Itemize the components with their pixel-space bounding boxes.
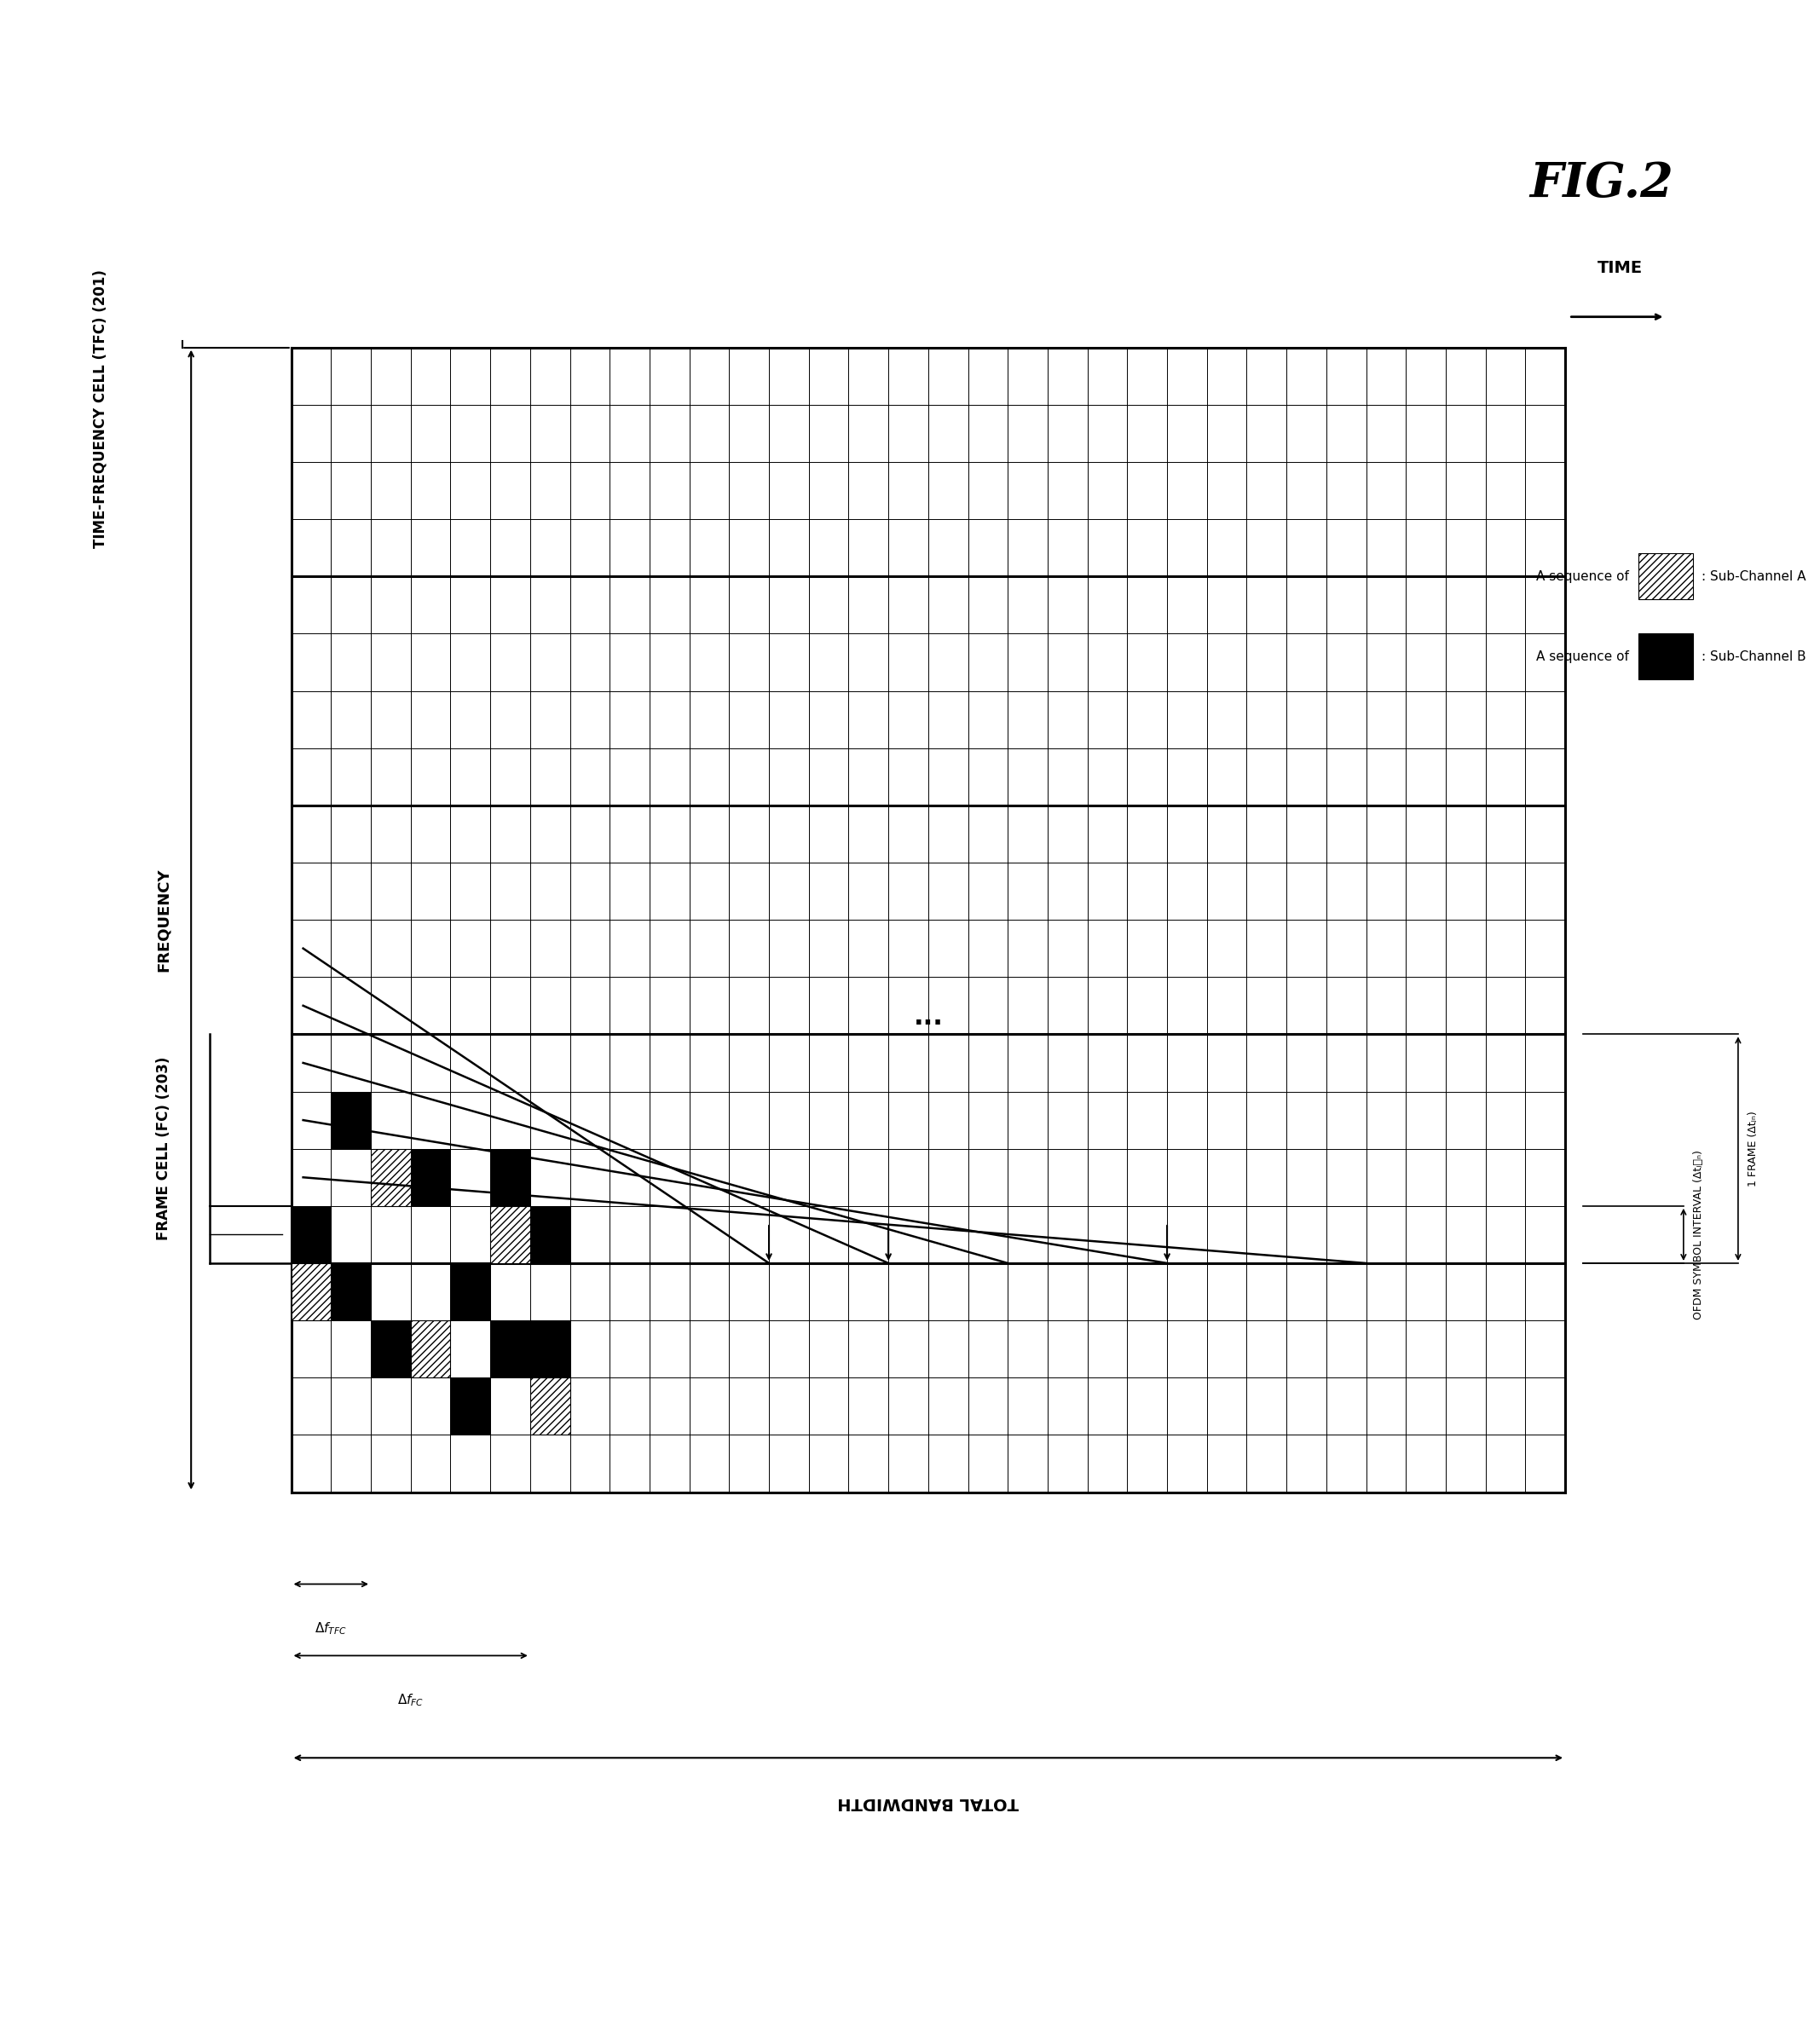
Text: $\Delta f_{TFC}$: $\Delta f_{TFC}$ [315,1621,348,1637]
Text: TIME-FREQUENCY CELL (TFC) (201): TIME-FREQUENCY CELL (TFC) (201) [93,270,107,548]
Text: : Sub-Channel B: : Sub-Channel B [1702,650,1805,662]
Bar [291,1263,331,1320]
Text: FIG.2: FIG.2 [1529,161,1674,206]
Text: TIME: TIME [1598,260,1642,276]
Text: FREQUENCY: FREQUENCY [157,869,171,971]
Text: A sequence of: A sequence of [1536,650,1629,662]
Text: ...: ... [914,1006,943,1030]
Bar [1638,634,1693,679]
Bar [530,1378,570,1435]
Bar [411,1320,451,1378]
Bar [331,1091,371,1149]
Text: $\Delta f_{FC}$: $\Delta f_{FC}$ [397,1692,424,1709]
Text: 1 FRAME (Δtⱼₙ): 1 FRAME (Δtⱼₙ) [1747,1110,1758,1188]
Bar [530,1206,570,1263]
Text: : Sub-Channel A: : Sub-Channel A [1702,570,1805,583]
Bar [451,1263,490,1320]
Text: TOTAL BANDWIDTH: TOTAL BANDWIDTH [837,1795,1019,1811]
Bar [451,1378,490,1435]
Bar [371,1320,411,1378]
Text: FRAME CELL (FC) (203): FRAME CELL (FC) (203) [157,1057,171,1241]
Text: A sequence of: A sequence of [1536,570,1629,583]
Bar [411,1149,451,1206]
Bar [490,1149,530,1206]
Bar [490,1320,530,1378]
Bar [291,1206,331,1263]
Bar [331,1263,371,1320]
Bar [1638,554,1693,599]
Bar [490,1206,530,1263]
Bar [530,1320,570,1378]
Bar [371,1149,411,1206]
Text: OFDM SYMBOL INTERVAL (Δtⱼ₟ₙ): OFDM SYMBOL INTERVAL (Δtⱼ₟ₙ) [1693,1151,1704,1318]
